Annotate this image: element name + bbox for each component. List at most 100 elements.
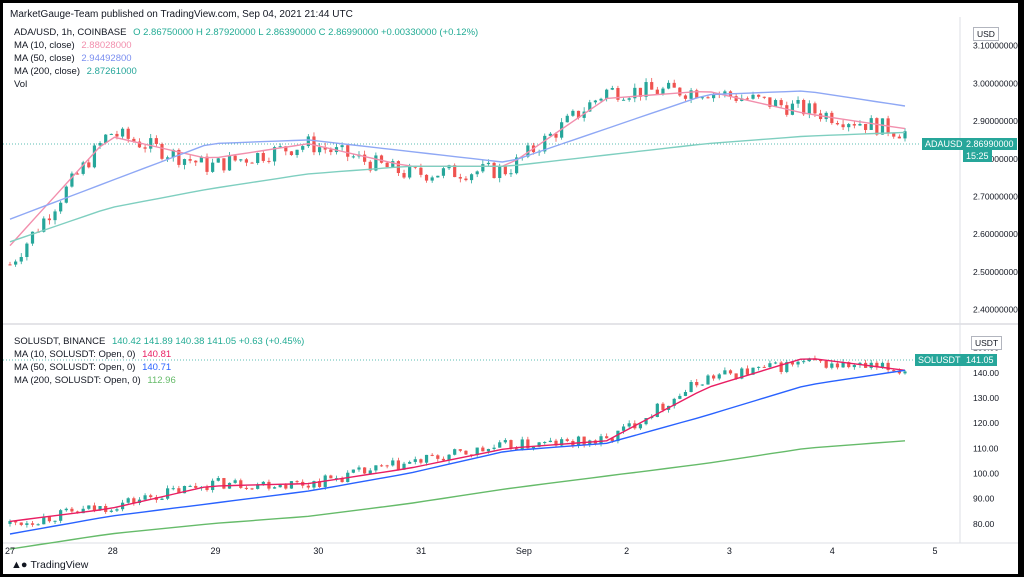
ada-candle-body [762,96,766,98]
ada-candle-body [757,94,761,97]
ada-currency-box[interactable]: USD [973,27,999,41]
ada-candle-body [81,162,85,174]
ada-price-tick: 2.40000000 [973,305,1018,315]
ada-candle-body [683,95,688,99]
ada-candle-body [379,155,384,163]
time-tick-label: 4 [830,546,835,556]
ada-candle-body [419,167,423,175]
sol-candle-body [762,366,766,368]
ada-candle-body [852,124,856,126]
tradingview-logo-icon: ▲● [11,559,28,571]
ada-candle-body [8,264,12,266]
ada-candle-body [250,162,254,164]
ada-candle-body [773,100,778,107]
ada-ma200-label: MA (200, close) [14,66,80,77]
sol-candle-body [182,485,187,494]
ada-candle-body [498,166,502,179]
ada-candle-body [177,149,181,165]
ada-candle-body [785,105,789,115]
ada-candle-body [402,173,406,178]
ada-candle-body [385,162,389,168]
ada-ma10-label: MA (10, close) [14,40,75,51]
ada-candle-body [363,154,367,162]
ada-candle-body [109,133,113,135]
sol-candle-body [560,439,564,446]
sol-candle-body [379,465,384,467]
sol-candle-body [740,368,744,379]
ada-candle-body [166,157,170,159]
sol-candle-body [374,465,378,471]
sol-chart-group [8,355,907,550]
ada-candle-body [661,88,665,95]
ada-candle-body [475,171,479,175]
ada-candle-body [261,153,265,161]
sol-candle-body [734,373,738,379]
sol-candle-body [261,481,265,485]
ada-candle-body [256,153,260,164]
ada-candle-body [126,128,130,139]
ada-candle-body [132,138,136,142]
chart-canvas[interactable]: 3.10000000 3.00000000 2.90000000 2.80000000… [3,3,1018,574]
sol-candle-body [233,480,237,483]
ada-candle-body [368,161,372,171]
ada-candle-body [42,218,46,232]
time-tick-label: 27 [5,546,15,556]
ada-candle-body [751,94,755,99]
ada-candle-body [413,166,417,168]
time-tick-label: 2 [624,546,629,556]
sol-candle-body [543,442,547,444]
sol-candle-body [751,367,755,375]
sol-candle-body [486,448,491,452]
ada-candle-body [841,124,845,128]
sol-price-tick: 90.00 [973,494,995,504]
sol-candle-body [109,510,113,512]
ada-candle-body [706,97,710,99]
ada-candle-body [278,146,282,148]
sol-candle-body [796,361,800,365]
ada-candle-body [211,162,215,172]
sol-candle-body [436,455,440,459]
sol-candle-body [70,508,74,512]
sol-candle-body [706,375,710,385]
brand-name: TradingView [30,559,89,571]
sol-candle-body [644,418,648,425]
ada-candle-body [593,100,598,103]
ada-candle-body [306,136,310,147]
sol-candle-body [357,467,361,470]
ada-candle-body [481,164,485,172]
sol-candle-body [785,362,789,372]
ada-candle-body [199,156,203,163]
ada-candle-body [408,166,412,178]
sol-candle-body [194,485,198,488]
ada-candle-body [813,103,817,114]
ada-candle-body [672,82,676,88]
tradingview-branding[interactable]: ▲● TradingView [11,559,88,571]
ada-candle-body [272,147,277,162]
sol-candle-body [599,436,603,444]
sol-candle-body [166,488,170,499]
time-tick-label: 28 [108,546,118,556]
ada-candle-body [289,151,294,156]
sol-candle-body [42,516,46,525]
ada-price-tick: 3.10000000 [973,41,1018,51]
ada-candle-body [790,103,795,115]
sol-currency-box[interactable]: USDT [971,336,1003,350]
ada-candle-body [469,174,474,181]
sol-candle-body [773,362,778,364]
sol-candle-body [802,361,806,363]
ada-legend-vol: Vol [14,79,28,90]
time-tick-label: 3 [727,546,732,556]
ada-candle-body [875,118,879,135]
sol-candle-body [177,488,181,494]
ada-candle-body [897,136,901,139]
sol-candle-body [53,520,57,522]
ada-candle-body [458,177,462,179]
sol-candle-body [317,481,322,487]
sol-ma50-line [9,369,906,535]
sol-candle-body [8,521,12,524]
ada-candle-body [154,138,158,144]
sol-candle-body [250,488,254,490]
sol-candle-body [672,398,676,406]
sol-legend-ohlc: SOLUSDT, BINANCE 140.42 141.89 140.38 14… [14,336,308,347]
sol-legend-ma200: MA (200, SOLUSDT: Open, 0) 112.96 [14,375,180,386]
